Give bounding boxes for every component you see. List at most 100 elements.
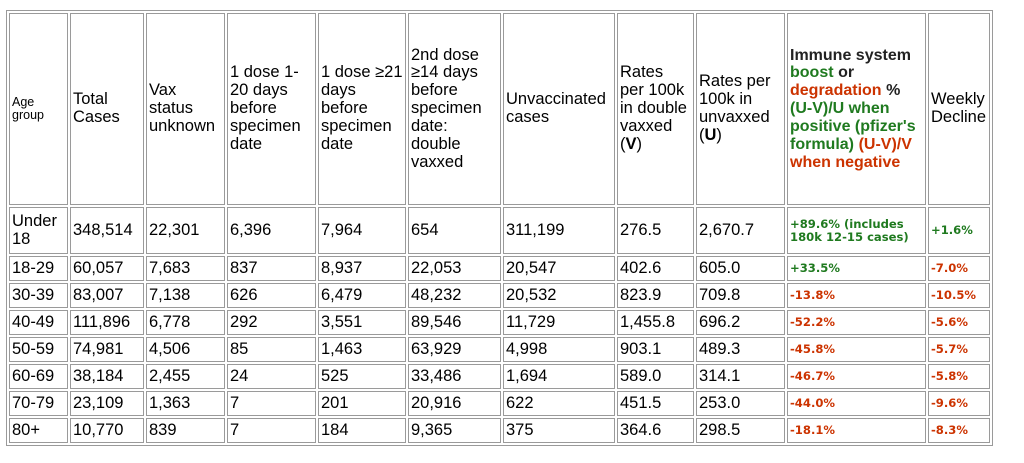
- age-cell: 40-49: [9, 310, 68, 335]
- total-cases-cell: 38,184: [70, 364, 144, 389]
- rate-vaxxed-cell: 402.6: [617, 256, 694, 281]
- age-cell: 18-29: [9, 256, 68, 281]
- dose1-early-cell: 7: [227, 391, 316, 416]
- immune-degradation: degradation: [790, 82, 882, 100]
- vax-unknown-cell: 6,778: [146, 310, 225, 335]
- rate-v-suffix: ): [636, 134, 643, 153]
- dose2-cell: 63,929: [408, 337, 501, 362]
- dose1-early-cell: 837: [227, 256, 316, 281]
- dose1-late-cell: 201: [318, 391, 406, 416]
- age-cell: 70-79: [9, 391, 68, 416]
- unvaccinated-cell: 20,532: [503, 283, 615, 308]
- dose1-early-cell: 292: [227, 310, 316, 335]
- rate-v-letter: V: [625, 134, 637, 153]
- immune-title: Immune system: [790, 46, 911, 64]
- rate-vaxxed-cell: 1,455.8: [617, 310, 694, 335]
- unvaccinated-cell: 1,694: [503, 364, 615, 389]
- unvaccinated-cell: 11,729: [503, 310, 615, 335]
- table-row: 40-49 111,896 6,778 292 3,551 89,546 11,729 1,4…: [9, 310, 990, 335]
- header-weekly-decline: Weekly Decline: [928, 13, 990, 205]
- dose2-cell: 9,365: [408, 418, 501, 443]
- header-dose1-late: 1 dose ≥21 days before specimen date: [318, 13, 406, 205]
- vax-unknown-cell: 7,138: [146, 283, 225, 308]
- immune-positive-formula: (U-V)/U when positive (pfizer's formula): [790, 100, 916, 153]
- header-unvaccinated: Unvaccinated cases: [503, 13, 615, 205]
- immune-change-cell: -52.2%: [787, 310, 926, 335]
- age-cell: 30-39: [9, 283, 68, 308]
- rate-unvaxxed-cell: 2,670.7: [696, 207, 785, 254]
- rate-unvaxxed-cell: 605.0: [696, 256, 785, 281]
- table-body: Under 18 348,514 22,301 6,396 7,964 654 311,19…: [9, 207, 990, 443]
- header-row: Age group Total Cases Vax status unknown…: [9, 13, 990, 205]
- total-cases-cell: 23,109: [70, 391, 144, 416]
- rate-v-prefix: Rates per 100k in double vaxxed (: [620, 63, 687, 153]
- dose1-late-cell: 3,551: [318, 310, 406, 335]
- unvaccinated-cell: 311,199: [503, 207, 615, 254]
- total-cases-cell: 60,057: [70, 256, 144, 281]
- dose1-early-cell: 85: [227, 337, 316, 362]
- dose2-cell: 33,486: [408, 364, 501, 389]
- dose1-late-cell: 1,463: [318, 337, 406, 362]
- table-header: Age group Total Cases Vax status unknown…: [9, 13, 990, 205]
- rate-u-letter: U: [704, 125, 717, 144]
- dose1-late-cell: 525: [318, 364, 406, 389]
- age-cell: 80+: [9, 418, 68, 443]
- rate-unvaxxed-cell: 696.2: [696, 310, 785, 335]
- table-row: 60-69 38,184 2,455 24 525 33,486 1,694 589.0 314…: [9, 364, 990, 389]
- dose2-cell: 22,053: [408, 256, 501, 281]
- dose1-late-cell: 7,964: [318, 207, 406, 254]
- header-rate-vaxxed: Rates per 100k in double vaxxed (V): [617, 13, 694, 205]
- table-container: Age group Total Cases Vax status unknown…: [6, 10, 993, 446]
- rate-unvaxxed-cell: 314.1: [696, 364, 785, 389]
- table-row: 70-79 23,109 1,363 7 201 20,916 622 451.5 253.0-…: [9, 391, 990, 416]
- weekly-decline-cell: +1.6%: [928, 207, 990, 254]
- table-row: 18-29 60,057 7,683 837 8,937 22,053 20,547 402.…: [9, 256, 990, 281]
- dose1-early-cell: 7: [227, 418, 316, 443]
- rate-unvaxxed-cell: 489.3: [696, 337, 785, 362]
- header-dose2: 2nd dose ≥14 days before specimen date: …: [408, 13, 501, 205]
- weekly-decline-cell: -9.6%: [928, 391, 990, 416]
- dose1-early-cell: 626: [227, 283, 316, 308]
- rate-vaxxed-cell: 823.9: [617, 283, 694, 308]
- vax-unknown-cell: 4,506: [146, 337, 225, 362]
- unvaccinated-cell: 4,998: [503, 337, 615, 362]
- weekly-decline-cell: -5.8%: [928, 364, 990, 389]
- unvaccinated-cell: 622: [503, 391, 615, 416]
- weekly-decline-cell: -5.6%: [928, 310, 990, 335]
- header-age-group: Age group: [9, 13, 68, 205]
- vax-unknown-cell: 1,363: [146, 391, 225, 416]
- vax-unknown-cell: 22,301: [146, 207, 225, 254]
- dose1-late-cell: 6,479: [318, 283, 406, 308]
- header-immune-system: Immune system boost or degradation % (U-…: [787, 13, 926, 205]
- total-cases-cell: 74,981: [70, 337, 144, 362]
- weekly-decline-cell: -10.5%: [928, 283, 990, 308]
- immune-change-cell: -45.8%: [787, 337, 926, 362]
- dose2-cell: 89,546: [408, 310, 501, 335]
- header-vax-unknown: Vax status unknown: [146, 13, 225, 205]
- immune-change-cell: -13.8%: [787, 283, 926, 308]
- vax-unknown-cell: 2,455: [146, 364, 225, 389]
- rate-vaxxed-cell: 276.5: [617, 207, 694, 254]
- vaccination-cases-table: Age group Total Cases Vax status unknown…: [6, 10, 993, 446]
- table-row: 50-59 74,981 4,506 85 1,463 63,929 4,998 903.1 4…: [9, 337, 990, 362]
- vax-unknown-cell: 839: [146, 418, 225, 443]
- immune-or: or: [838, 64, 855, 82]
- unvaccinated-cell: 375: [503, 418, 615, 443]
- dose1-early-cell: 6,396: [227, 207, 316, 254]
- total-cases-cell: 10,770: [70, 418, 144, 443]
- total-cases-cell: 111,896: [70, 310, 144, 335]
- dose1-late-cell: 8,937: [318, 256, 406, 281]
- table-row: Under 18 348,514 22,301 6,396 7,964 654 311,19…: [9, 207, 990, 254]
- header-rate-unvaxxed: Rates per 100k in unvaxxed (U): [696, 13, 785, 205]
- immune-change-cell: -46.7%: [787, 364, 926, 389]
- immune-change-cell: +89.6% (includes 180k 12-15 cases): [787, 207, 926, 254]
- rate-u-prefix: Rates per 100k in unvaxxed (: [699, 72, 771, 144]
- dose2-cell: 654: [408, 207, 501, 254]
- table-row: 80+ 10,770 839 7 184 9,365 375 364.6 298.5 -18.1%…: [9, 418, 990, 443]
- header-dose1-early: 1 dose 1-20 days before specimen date: [227, 13, 316, 205]
- age-cell: 60-69: [9, 364, 68, 389]
- weekly-decline-cell: -5.7%: [928, 337, 990, 362]
- header-total-cases: Total Cases: [70, 13, 144, 205]
- rate-vaxxed-cell: 451.5: [617, 391, 694, 416]
- rate-vaxxed-cell: 364.6: [617, 418, 694, 443]
